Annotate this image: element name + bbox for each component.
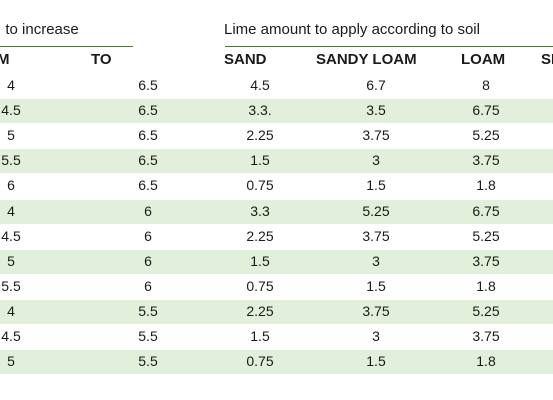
table-row: 4.5 6.5 3.3. 3.5 6.75 [0,98,553,123]
cell-ph-to: 6 [144,253,152,269]
header-from: M [0,51,10,68]
cell-sand: 2.25 [246,303,274,319]
cell-ph-from: 4.5 [1,228,21,244]
table-row: 4.5 5.5 1.5 3 3.75 [0,324,553,349]
cell-ph-from: 5.5 [1,278,21,294]
cell-sandy-loam: 3 [372,253,380,269]
cell-ph-from: 5 [7,253,15,269]
cell-ph-from: 4 [7,77,15,93]
caption-underline-right [225,46,553,47]
cell-ph-from: 5.5 [1,152,21,168]
cell-ph-to: 5.5 [138,353,158,369]
cell-loam: 1.8 [476,278,496,294]
row-band [0,300,553,324]
table-row: 5.5 6 0.75 1.5 1.8 [0,274,553,299]
header-loam: LOAM [461,51,506,68]
cell-ph-to: 6.5 [138,102,158,118]
cell-ph-from: 5 [7,353,15,369]
caption-lime-amount: Lime amount to apply according to soil [224,21,480,38]
row-band [0,250,553,274]
cell-sandy-loam: 6.7 [366,77,386,93]
cell-ph-to: 5.5 [138,328,158,344]
cell-ph-from: 6 [7,177,15,193]
row-band [0,200,553,224]
table-row: 6 6.5 0.75 1.5 1.8 [0,173,553,198]
cell-ph-to: 5.5 [138,303,158,319]
cell-sand: 2.25 [246,127,274,143]
cell-loam: 3.75 [472,253,500,269]
cell-sand: 1.5 [250,152,270,168]
cell-sandy-loam: 1.5 [366,177,386,193]
cell-sandy-loam: 3 [372,328,380,344]
caption-ph-to-increase: pH to increase [0,21,79,38]
cell-sand: 3.3. [248,102,272,118]
header-sandy-loam: SANDY LOAM [316,51,417,68]
caption-underline-left [0,46,133,47]
table-row: 5 6.5 2.25 3.75 5.25 [0,123,553,148]
cell-loam: 1.8 [476,353,496,369]
table-row: 4 6 3.3 5.25 6.75 [0,199,553,224]
cell-sand: 0.75 [246,278,274,294]
row-band [0,99,553,123]
cell-ph-from: 5 [7,127,15,143]
cell-sandy-loam: 1.5 [366,353,386,369]
cell-sand: 4.5 [250,77,270,93]
cell-loam: 6.75 [472,203,500,219]
table-row: 5 5.5 0.75 1.5 1.8 [0,349,553,374]
cell-loam: 6.75 [472,102,500,118]
cell-ph-to: 6 [144,203,152,219]
header-to: TO [91,51,112,68]
cell-sandy-loam: 1.5 [366,278,386,294]
cell-sand: 0.75 [246,177,274,193]
cell-loam: 1.8 [476,177,496,193]
table-row: 4 5.5 2.25 3.75 5.25 [0,299,553,324]
table-row: 4 6.5 4.5 6.7 8 [0,73,553,98]
cell-ph-from: 4.5 [1,102,21,118]
cell-loam: 5.25 [472,228,500,244]
row-band [0,149,553,173]
cell-sand: 1.5 [250,328,270,344]
cell-sand: 3.3 [250,203,270,219]
cell-sand: 0.75 [246,353,274,369]
cell-sand: 2.25 [246,228,274,244]
cell-sandy-loam: 3 [372,152,380,168]
cell-loam: 5.25 [472,127,500,143]
cell-ph-to: 6 [144,278,152,294]
table-row: 4.5 6 2.25 3.75 5.25 [0,224,553,249]
cell-sandy-loam: 3.75 [362,303,390,319]
cell-loam: 8 [482,77,490,93]
cell-ph-to: 6.5 [138,77,158,93]
table-row: 5 6 1.5 3 3.75 [0,249,553,274]
header-silt-partial: SI [541,51,553,68]
cell-ph-from: 4 [7,203,15,219]
cell-loam: 3.75 [472,328,500,344]
header-sand: SAND [224,51,267,68]
table-row: 5.5 6.5 1.5 3 3.75 [0,148,553,173]
cell-ph-to: 6.5 [138,152,158,168]
row-band [0,350,553,374]
cell-ph-from: 4.5 [1,328,21,344]
cell-ph-from: 4 [7,303,15,319]
cell-loam: 3.75 [472,152,500,168]
cell-ph-to: 6.5 [138,127,158,143]
cell-sandy-loam: 3.75 [362,228,390,244]
cell-sand: 1.5 [250,253,270,269]
cell-sandy-loam: 5.25 [362,203,390,219]
cell-ph-to: 6 [144,228,152,244]
cell-ph-to: 6.5 [138,177,158,193]
cell-loam: 5.25 [472,303,500,319]
cell-sandy-loam: 3.75 [362,127,390,143]
cell-sandy-loam: 3.5 [366,102,386,118]
